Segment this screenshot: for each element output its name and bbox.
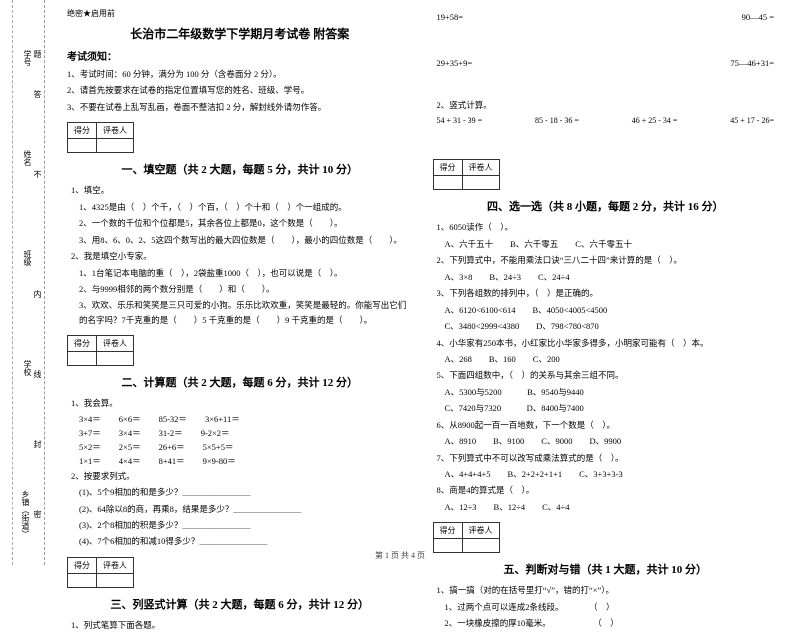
notice-head: 考试须知： [67,48,413,63]
fill-2: 2、一个数的千位和个位都是5，其余各位上都是0，这个数是（ ）。 [79,216,413,230]
calc-l3: (3)、2个8相加的积是多少？＿＿＿＿＿＿＿＿ [79,518,413,532]
calc-row-4: 1×1＝4×4＝8+41＝9×9-80＝ [79,455,413,467]
notice-2: 2、请首先按要求在试卷的指定位置填写您的姓名、班级、学号。 [67,83,413,97]
c5: 5、下面四组数中，（ ）的关系与其余三组不同。 [437,368,779,382]
bind-label-name: 姓名 [22,150,33,166]
c3: 3、下列各组数的排列中，（ ）是正确的。 [437,286,779,300]
seal-char-2: 答 [32,90,43,98]
c2: 2、下列算式中，不能用乘法口诀“三八二十四”来计算的是（ ）。 [437,253,779,267]
marker-cell: 评卷人 [462,523,499,539]
right-column: 19+58=90—45 = 29+35+9=75—46+31= 2、竖式计算。 … [423,8,789,565]
seal-char-1: 题 [32,50,43,58]
notice-1: 1、考试时间：60 分钟，满分为 100 分（含卷面分 2 分）。 [67,67,413,81]
calc-row-3: 5×2＝2×5＝26+6＝5×5+5＝ [79,441,413,453]
c6o: A、8910 B、9100 C、9000 D、9900 [445,434,779,448]
score-box-2: 得分评卷人 [67,335,134,366]
vert-row-1: 19+58=90—45 = [433,12,779,22]
section-5-title: 五、判断对与错（共 1 大题，共计 10 分） [433,561,779,577]
marker-cell: 评卷人 [462,160,499,176]
calc-l2: (2)、64除以8的商，再乘8，结果是多少？＿＿＿＿＿＿＿＿ [79,502,413,516]
calc-row-2: 3+7＝3×4＝31-2＝9-2×2＝ [79,427,413,439]
c6: 6、从8900起一百一百地数，下一个数是（ ）。 [437,418,779,432]
seal-char-4: 内 [32,290,43,298]
judge-1: 1、过两个点可以连成2条线段。 （ ） [445,600,779,614]
c4o: A、268 B、160 C、200 [445,352,779,366]
vert-eq-row: 54 + 31 - 39 =85 - 18 - 36 =46 + 25 - 34… [433,116,779,125]
c5o1: A、5300与5200 B、9540与9440 [445,385,779,399]
score-box-3: 得分评卷人 [67,557,134,588]
vert-row-2: 29+35+9=75—46+31= [433,58,779,68]
score-box-1: 得分评卷人 [67,122,134,153]
judge-2: 2、一块橡皮擦的厚10毫米。 （ ） [445,616,779,630]
calc-l1: (1)、5个9相加的和是多少？＿＿＿＿＿＿＿＿ [79,485,413,499]
score-cell: 得分 [433,523,462,539]
section-2-title: 二、计算题（共 2 大题，每题 6 分，共计 12 分） [67,374,413,390]
c2o: A、3×8 B、24÷3 C、24÷4 [445,270,779,284]
section-3-title: 三、列竖式计算（共 2 大题，每题 6 分，共计 12 分） [67,596,413,612]
c3o1: A、6120<6100<614 B、4050<4005<4500 [445,303,779,317]
c1o: A、六千五十 B、六千零五 C、六千零五十 [445,237,779,251]
c8: 8、商是4的算式是（ ）。 [437,483,779,497]
bind-label-class: 班级 [22,250,33,266]
score-cell: 得分 [433,160,462,176]
binding-margin: 学号 题 答 姓名 不 班级 内 学校 线 封 乡镇（街道） 密 [0,0,45,565]
secret-mark: 绝密★启用前 [67,8,413,19]
marker-cell: 评卷人 [97,123,134,139]
score-box-5: 得分评卷人 [433,522,500,553]
fill2-2: 2、与9999相邻的两个数分别是（ ）和（ ）。 [79,282,413,296]
vert-head-2: 2、竖式计算。 [437,98,779,112]
calc-list-head: 2、按要求列式。 [71,469,413,483]
c5o2: C、7420与7320 D、8400与7400 [445,401,779,415]
score-box-4: 得分评卷人 [433,159,500,190]
calc-l4: (4)、7个6相加的和减10得多少？＿＿＿＿＿＿＿＿ [79,534,413,548]
vert-head: 1、列式笔算下面各题。 [71,618,413,632]
seal-char-7: 密 [32,510,43,518]
page-footer: 第 1 页 共 4 页 [0,550,800,561]
seal-char-3: 不 [32,170,43,178]
left-column: 绝密★启用前 长治市二年级数学下学期月考试卷 附答案 考试须知： 1、考试时间：… [57,8,423,565]
seal-char-6: 封 [32,440,43,448]
calc-head: 1、我会算。 [71,396,413,410]
notice-3: 3、不要在试卷上乱写乱画，卷面不整洁扣 2 分，解封线外请勿作答。 [67,100,413,114]
c7: 7、下列算式中不可以改写成乘法算式的是（ ）。 [437,451,779,465]
fill-3: 3、用8、6、0、2、5这四个数写出的最大四位数是（ ），最小的四位数是（ ）。 [79,233,413,247]
c8o: A、12÷3 B、12÷4 C、4÷4 [445,500,779,514]
fill-head: 1、填空。 [71,183,413,197]
score-cell: 得分 [68,336,97,352]
score-cell: 得分 [68,123,97,139]
c3o2: C、3480<2999<4380 D、798<780<870 [445,319,779,333]
fill2-3: 3、欢欢、乐乐和笑笑是三只可爱的小狗。乐乐比欢欢重，笑笑是最轻的。你能写出它们的… [79,298,413,327]
paper-title: 长治市二年级数学下学期月考试卷 附答案 [67,25,413,42]
section-1-title: 一、填空题（共 2 大题，每题 5 分，共计 10 分） [67,161,413,177]
bind-label-town: 乡镇（街道） [20,490,31,538]
seal-char-5: 线 [32,370,43,378]
judge-head: 1、搞一搞（对的在括号里打“√”，错的打“×”）。 [437,583,779,597]
c4: 4、小华家有250本书，小红家比小华家多得多，小明家可能有（ ）本。 [437,336,779,350]
calc-row-1: 3×4＝6×6＝85-32＝3×6+11＝ [79,413,413,425]
fill2-1: 1、1台笔记本电脑的重（ ），2袋盐重1000（ ），也可以说是（ ）。 [79,266,413,280]
c1: 1、6050读作（ ）。 [437,220,779,234]
section-4-title: 四、选一选（共 8 小题，每题 2 分，共计 16 分） [433,198,779,214]
fill-1: 1、4325是由（ ）个千，（ ）个百，（ ）个十和（ ）个一组成的。 [79,200,413,214]
c7o: A、4+4+4+5 B、2+2+2+1+1 C、3+3+3-3 [445,467,779,481]
marker-cell: 评卷人 [97,336,134,352]
fill2-head: 2、我是填空小专家。 [71,249,413,263]
